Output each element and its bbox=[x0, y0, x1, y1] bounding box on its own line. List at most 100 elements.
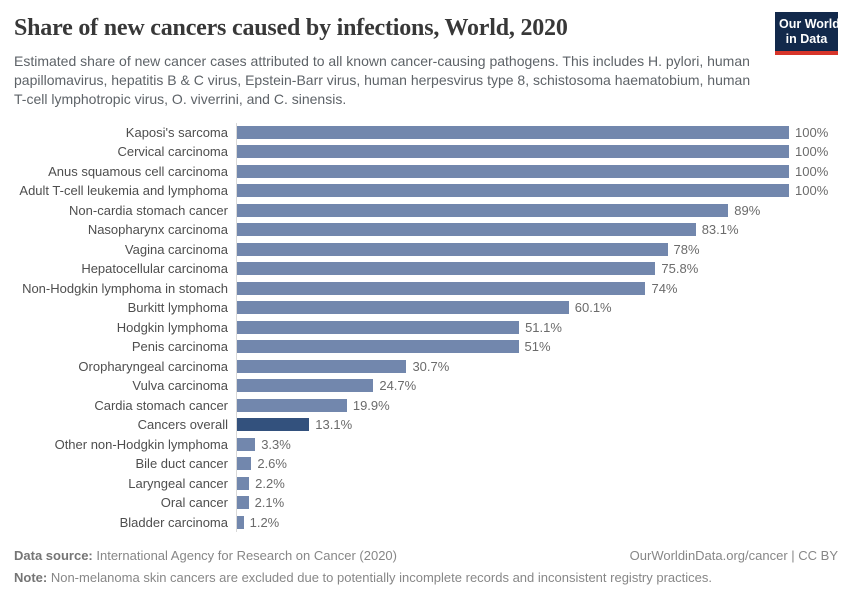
chart-subtitle: Estimated share of new cancer cases attr… bbox=[14, 52, 751, 108]
category-label: Cancers overall bbox=[137, 417, 228, 433]
bar[interactable] bbox=[237, 476, 250, 490]
category-label: Adult T-cell leukemia and lymphoma bbox=[19, 183, 228, 199]
bar-track: 100% bbox=[236, 161, 838, 182]
bar-row: Adult T-cell leukemia and lymphoma 100% bbox=[14, 181, 838, 201]
value-label: 3.3% bbox=[261, 436, 291, 452]
bar[interactable] bbox=[237, 223, 696, 237]
bar-track: 1.2% bbox=[236, 512, 838, 533]
bar[interactable] bbox=[237, 164, 789, 178]
bar-row: Cancers overall 13.1% bbox=[14, 415, 838, 435]
bar-row: Bladder carcinoma 1.2% bbox=[14, 512, 838, 533]
value-label: 13.1% bbox=[315, 417, 353, 433]
bar-row: Vagina carcinoma 78% bbox=[14, 239, 838, 260]
footer-top-line: Data source: International Agency for Re… bbox=[14, 545, 838, 568]
category-label: Bladder carcinoma bbox=[119, 514, 228, 530]
category-label: Non-Hodgkin lymphoma in stomach bbox=[22, 280, 228, 296]
bar[interactable] bbox=[237, 145, 789, 159]
value-label: 74% bbox=[651, 280, 678, 296]
value-label: 100% bbox=[795, 183, 829, 199]
bar[interactable] bbox=[237, 301, 569, 315]
bar-track: 74% bbox=[236, 278, 838, 299]
bar[interactable] bbox=[237, 457, 252, 471]
value-label: 2.1% bbox=[254, 495, 285, 511]
category-label: Vagina carcinoma bbox=[124, 241, 228, 257]
category-label: Cervical carcinoma bbox=[117, 144, 228, 160]
bar-track: 83.1% bbox=[236, 220, 838, 240]
value-label: 1.2% bbox=[249, 514, 280, 530]
bar-row: Other non-Hodgkin lymphoma 3.3% bbox=[14, 434, 838, 455]
bar[interactable] bbox=[237, 184, 789, 198]
category-label: Other non-Hodgkin lymphoma bbox=[54, 436, 228, 452]
title-block: Share of new cancers caused by infection… bbox=[14, 12, 762, 110]
value-label: 30.7% bbox=[412, 358, 450, 374]
bar[interactable] bbox=[237, 340, 519, 354]
bar[interactable] bbox=[237, 437, 256, 451]
value-label: 60.1% bbox=[574, 300, 612, 316]
bar[interactable] bbox=[237, 359, 407, 373]
footer: Data source: International Agency for Re… bbox=[14, 545, 838, 591]
bar-track: 100% bbox=[236, 142, 838, 162]
bar[interactable] bbox=[237, 418, 310, 432]
bar[interactable] bbox=[237, 281, 646, 295]
bar-row: Bile duct cancer 2.6% bbox=[14, 454, 838, 474]
bar-row: Vulva carcinoma 24.7% bbox=[14, 376, 838, 396]
value-label: 89% bbox=[734, 202, 761, 218]
bar[interactable] bbox=[237, 125, 789, 139]
category-label: Penis carcinoma bbox=[131, 339, 228, 355]
category-label: Oral cancer bbox=[160, 495, 228, 511]
value-label: 2.2% bbox=[255, 475, 285, 491]
bar-row: Hepatocellular carcinoma 75.8% bbox=[14, 259, 838, 279]
note-text: Non-melanoma skin cancers are excluded d… bbox=[47, 570, 712, 586]
bar-row: Non-cardia stomach cancer 89% bbox=[14, 200, 838, 221]
bar[interactable] bbox=[237, 320, 520, 334]
value-label: 2.6% bbox=[257, 456, 287, 472]
bar-row: Nasopharynx carcinoma 83.1% bbox=[14, 220, 838, 240]
bar-row: Burkitt lymphoma 60.1% bbox=[14, 298, 838, 318]
bar[interactable] bbox=[237, 203, 729, 217]
bar-track: 2.6% bbox=[236, 454, 838, 474]
credit-link[interactable]: OurWorldinData.org/cancer | CC BY bbox=[629, 547, 838, 563]
bar-track: 100% bbox=[236, 122, 838, 143]
category-label: Hodgkin lymphoma bbox=[116, 319, 228, 335]
category-label: Cardia stomach cancer bbox=[94, 397, 228, 413]
category-label: Bile duct cancer bbox=[135, 456, 229, 472]
bar-track: 89% bbox=[236, 200, 838, 221]
header: Share of new cancers caused by infection… bbox=[14, 12, 840, 110]
page-title: Share of new cancers caused by infection… bbox=[14, 15, 568, 41]
bar[interactable] bbox=[237, 496, 249, 510]
bar-row: Non-Hodgkin lymphoma in stomach 74% bbox=[14, 278, 838, 299]
bar-track: 24.7% bbox=[236, 376, 838, 396]
note-label: Note: bbox=[14, 570, 48, 586]
category-label: Oropharyngeal carcinoma bbox=[78, 358, 228, 374]
bar-row: Penis carcinoma 51% bbox=[14, 337, 838, 357]
bar[interactable] bbox=[237, 262, 656, 276]
data-source-text: International Agency for Research on Can… bbox=[92, 547, 397, 563]
bar-track: 2.1% bbox=[236, 493, 838, 513]
bar[interactable] bbox=[237, 398, 347, 412]
value-label: 100% bbox=[795, 163, 829, 179]
bar-track: 78% bbox=[236, 239, 838, 260]
value-label: 51% bbox=[524, 339, 551, 355]
data-source-line: Data source: International Agency for Re… bbox=[14, 545, 397, 568]
note-line: Note: Non-melanoma skin cancers are excl… bbox=[14, 567, 838, 590]
bar[interactable] bbox=[237, 515, 244, 529]
category-label: Anus squamous cell carcinoma bbox=[48, 163, 228, 179]
value-label: 83.1% bbox=[701, 222, 739, 238]
owid-logo-line2: in Data bbox=[785, 32, 828, 46]
value-label: 100% bbox=[795, 124, 829, 140]
category-label: Nasopharynx carcinoma bbox=[87, 222, 228, 238]
bar[interactable] bbox=[237, 379, 374, 393]
bar-track: 51% bbox=[236, 337, 838, 357]
bar[interactable] bbox=[237, 242, 668, 256]
bar-row: Kaposi's sarcoma 100% bbox=[14, 122, 838, 143]
owid-logo[interactable]: Our World in Data bbox=[775, 12, 840, 55]
value-label: 100% bbox=[795, 144, 829, 160]
value-label: 19.9% bbox=[352, 397, 390, 413]
bar-track: 13.1% bbox=[236, 415, 838, 435]
bar-row: Oropharyngeal carcinoma 30.7% bbox=[14, 356, 838, 377]
value-label: 75.8% bbox=[661, 261, 699, 277]
bar-track: 100% bbox=[236, 181, 838, 201]
bar-track: 75.8% bbox=[236, 259, 838, 279]
bar-track: 60.1% bbox=[236, 298, 838, 318]
